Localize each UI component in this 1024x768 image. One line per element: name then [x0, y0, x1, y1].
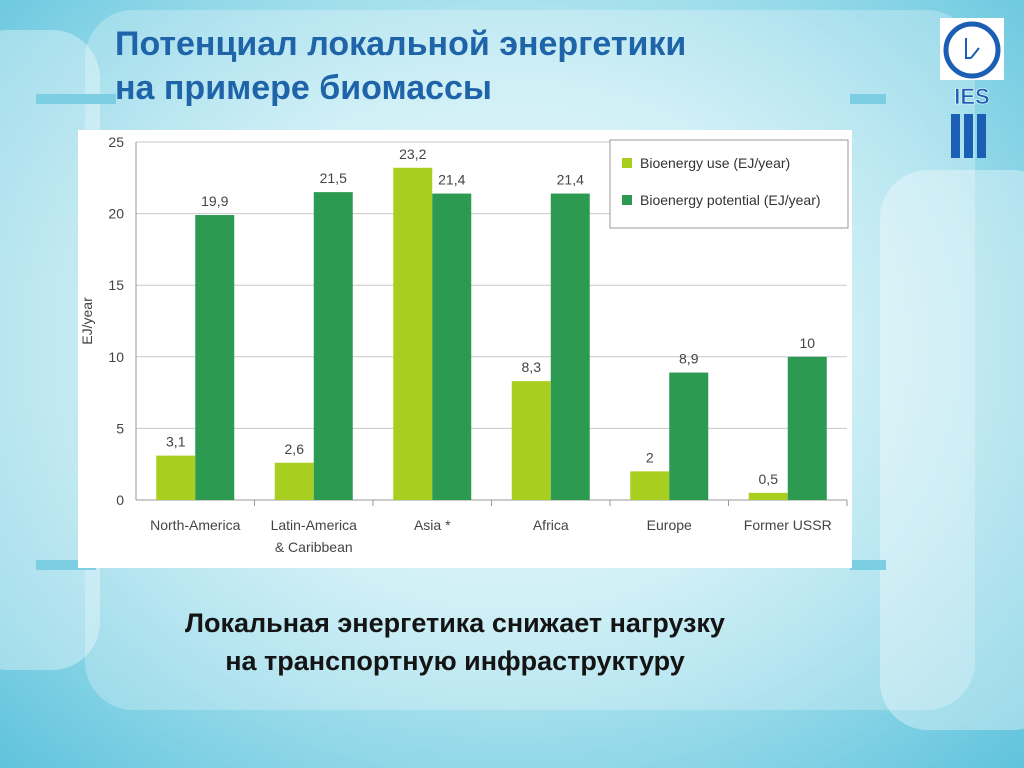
- x-tick-label: & Caribbean: [275, 539, 353, 555]
- x-tick-label: Europe: [647, 517, 692, 533]
- legend-swatch: [622, 195, 632, 205]
- x-tick-label: Former USSR: [744, 517, 832, 533]
- bar-potential: [313, 192, 353, 500]
- bar-potential: [195, 215, 235, 501]
- logo-bar: [951, 114, 960, 158]
- slide-title-line: на примере биомассы: [115, 69, 492, 107]
- caption-line: на транспортную инфраструктуру: [225, 646, 685, 676]
- logo-background: [940, 18, 1004, 80]
- data-label: 10: [799, 335, 815, 351]
- bar-use: [274, 462, 314, 500]
- legend-box: [609, 139, 849, 229]
- legend-swatch: [622, 158, 632, 168]
- slide-caption: Локальная энергетика снижает нагрузку на…: [95, 604, 815, 680]
- logo-mark: [965, 38, 980, 59]
- logo-text: IES: [954, 84, 989, 109]
- data-label: 8,9: [679, 351, 699, 367]
- logo-circle: [943, 21, 1001, 79]
- data-label: 2,6: [285, 441, 305, 457]
- background-line: [850, 94, 886, 104]
- ies-logo: IES: [940, 18, 1004, 158]
- y-tick-label: 25: [108, 134, 124, 150]
- data-label: 21,5: [320, 170, 347, 186]
- data-label: 23,2: [399, 146, 426, 162]
- y-tick-label: 0: [116, 492, 124, 508]
- y-tick-label: 15: [108, 277, 124, 293]
- bar-potential: [432, 193, 472, 500]
- background-line: [850, 560, 886, 570]
- background-line: [36, 560, 96, 570]
- bar-use: [511, 381, 551, 500]
- x-tick-label: North-America: [150, 517, 240, 533]
- legend-label: Bioenergy potential (EJ/year): [640, 192, 821, 208]
- bioenergy-bar-chart: 0 5 10 15 20 25 EJ/year 3,1 19,9 North-America 2,6…: [79, 134, 849, 555]
- y-tick-label: 5: [116, 420, 124, 436]
- slide-title-line: Потенциал локальной энергетики: [115, 25, 687, 63]
- data-label: 21,4: [438, 172, 465, 188]
- legend-label: Bioenergy use (EJ/year): [640, 155, 790, 171]
- data-label: 0,5: [759, 471, 779, 487]
- bar-use: [748, 492, 788, 500]
- background-card-right: [880, 170, 1024, 730]
- slide-title: Потенциал локальной энергетики на пример…: [115, 22, 905, 110]
- y-tick-label: 10: [108, 349, 124, 365]
- data-label: 8,3: [522, 359, 542, 375]
- bar-potential: [787, 356, 827, 500]
- x-tick-label: Africa: [533, 517, 569, 533]
- y-tick-label: 20: [108, 206, 124, 222]
- bar-use: [156, 455, 196, 500]
- bioenergy-chart-panel: 0 5 10 15 20 25 EJ/year 3,1 19,9 North-America 2,6…: [78, 130, 852, 568]
- x-tick-label: Latin-America: [271, 517, 358, 533]
- data-label: 2: [646, 449, 654, 465]
- x-tick-label: Asia *: [414, 517, 451, 533]
- bar-use: [393, 167, 433, 500]
- bar-potential: [669, 372, 709, 500]
- data-label: 3,1: [166, 434, 186, 450]
- caption-line: Локальная энергетика снижает нагрузку: [185, 608, 725, 638]
- logo-bar: [964, 114, 973, 158]
- background-line: [36, 94, 116, 104]
- data-label: 19,9: [201, 193, 228, 209]
- data-label: 21,4: [557, 172, 584, 188]
- bar-potential: [550, 193, 590, 500]
- logo-bar: [977, 114, 986, 158]
- y-axis-label: EJ/year: [79, 297, 95, 345]
- bar-use: [630, 471, 670, 500]
